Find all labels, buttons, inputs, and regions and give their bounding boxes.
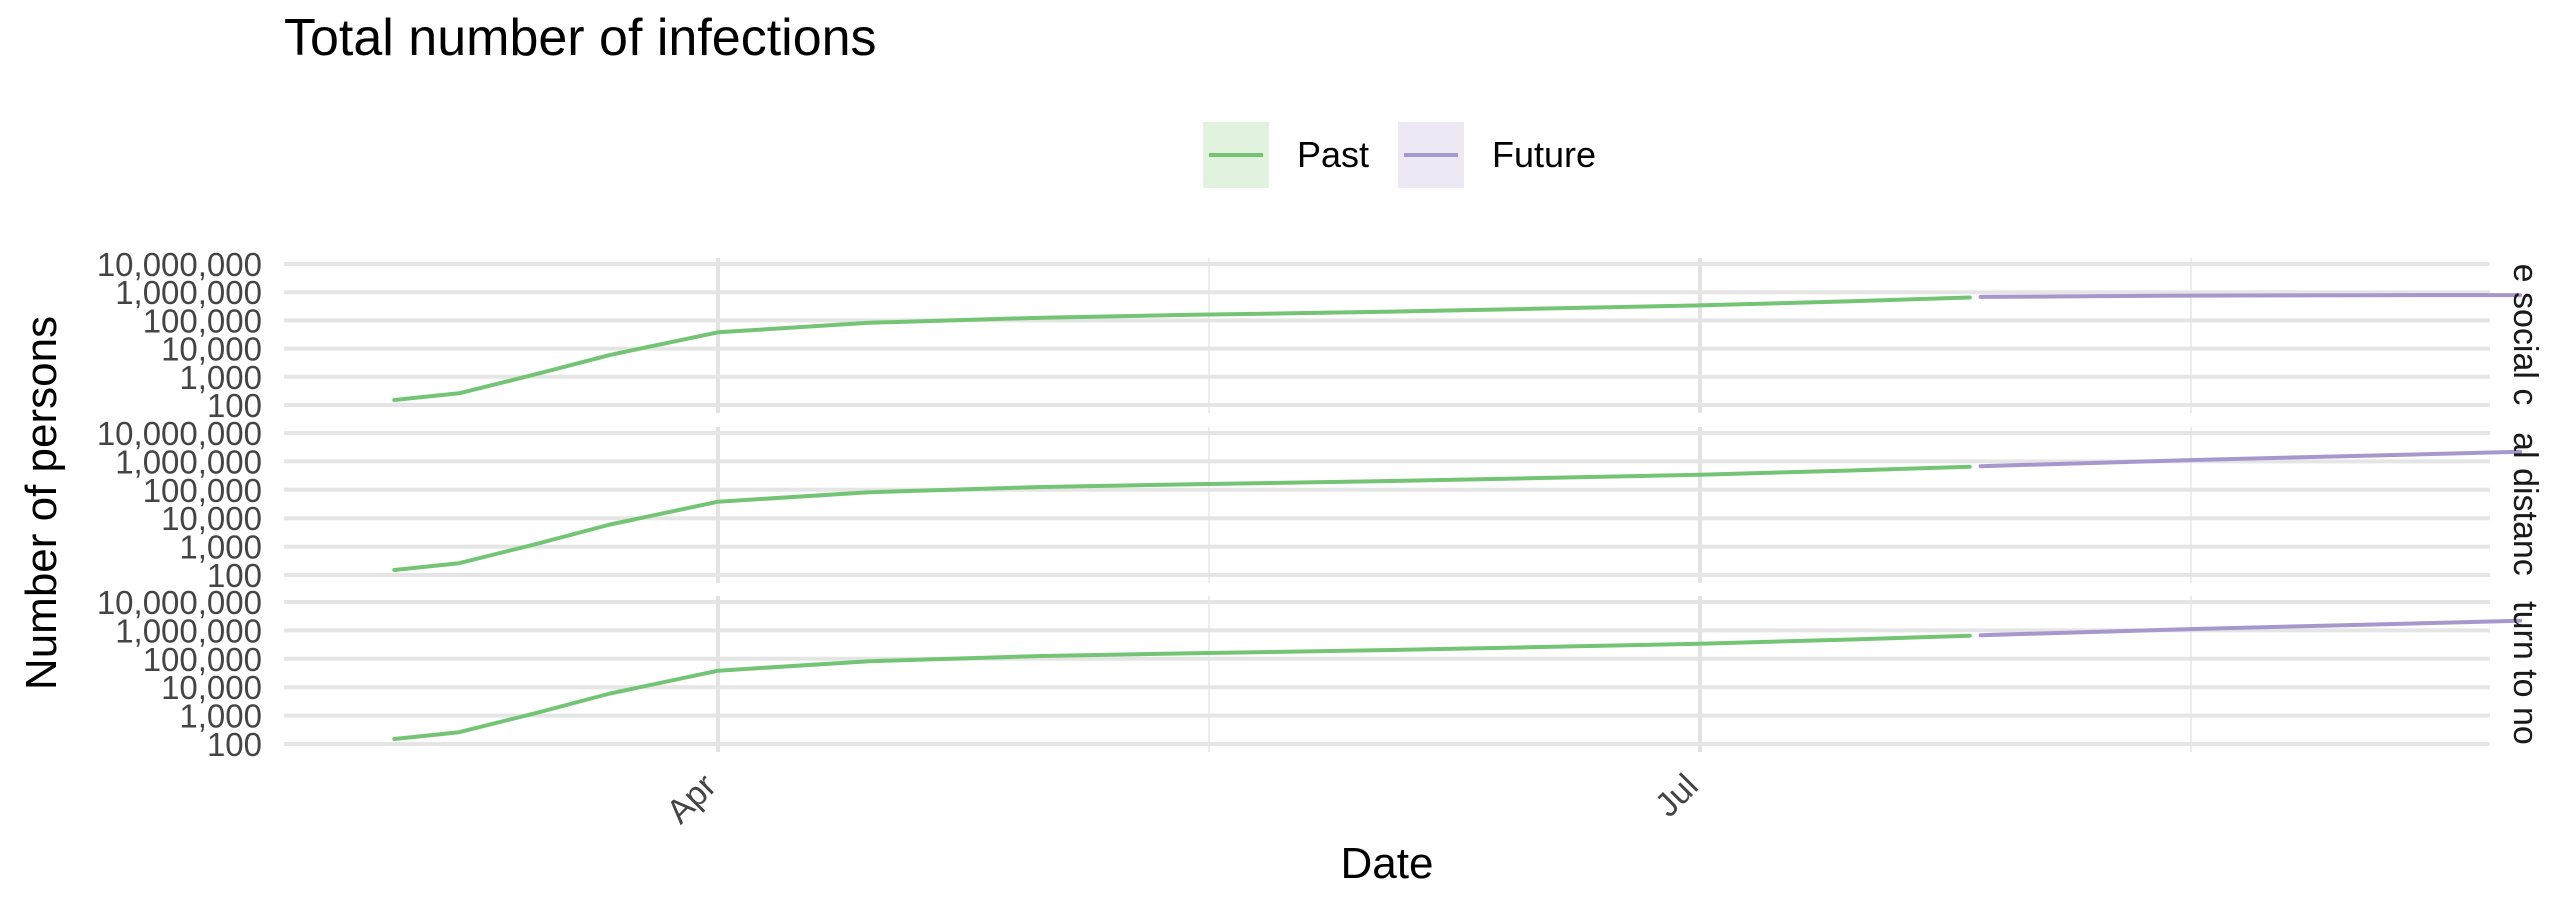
facet-strip-label: e social c [2506, 264, 2544, 406]
legend-item-future: Future [1398, 122, 1596, 188]
y-tick-label: 10,000 [161, 331, 262, 368]
y-tick-label: 10,000,000 [97, 246, 262, 283]
legend-item-past: Past [1203, 122, 1369, 188]
y-tick-label: 100,000 [143, 302, 262, 339]
legend-key-past [1203, 122, 1269, 188]
legend-label-past: Past [1297, 134, 1370, 175]
chart-title: Total number of infections [284, 9, 877, 67]
y-tick-label: 1,000,000 [115, 443, 262, 480]
facet-strip-label: turn to no [2506, 601, 2544, 745]
legend-swatch-past [1209, 153, 1263, 157]
legend-key-future [1398, 122, 1464, 188]
series-line-past [392, 295, 1972, 402]
y-tick-label: 10,000,000 [97, 415, 262, 452]
y-tick-label: 1,000 [179, 698, 262, 735]
x-tick-label: Jul [1648, 767, 1706, 825]
legend-swatch-future [1404, 153, 1458, 157]
x-axis-title: Date [1341, 839, 1434, 888]
y-tick-label: 100,000 [143, 472, 262, 509]
series-line-future [1978, 449, 2523, 469]
series-line-past [392, 633, 1972, 741]
series-line-future [1978, 293, 2523, 299]
x-tick-label: Apr [659, 767, 723, 831]
y-tick-label: 100,000 [143, 641, 262, 678]
y-tick-label: 1,000,000 [115, 612, 262, 649]
y-tick-label: 10,000,000 [97, 584, 262, 621]
y-tick-label: 1,000 [179, 529, 262, 566]
y-tick-label: 100 [207, 726, 262, 763]
y-tick-label: 1,000 [179, 359, 262, 396]
y-tick-label: 10,000 [161, 669, 262, 706]
y-tick-label: 1,000,000 [115, 274, 262, 311]
legend-label-future: Future [1492, 134, 1597, 175]
facet-strip-label: al distanc [2506, 432, 2544, 576]
y-axis-title: Number of persons [17, 316, 66, 690]
series-line-future [1978, 618, 2523, 638]
y-tick-label: 10,000 [161, 500, 262, 537]
y-tick-label: 100 [207, 387, 262, 424]
y-tick-label: 100 [207, 557, 262, 594]
series-line-past [392, 464, 1972, 572]
